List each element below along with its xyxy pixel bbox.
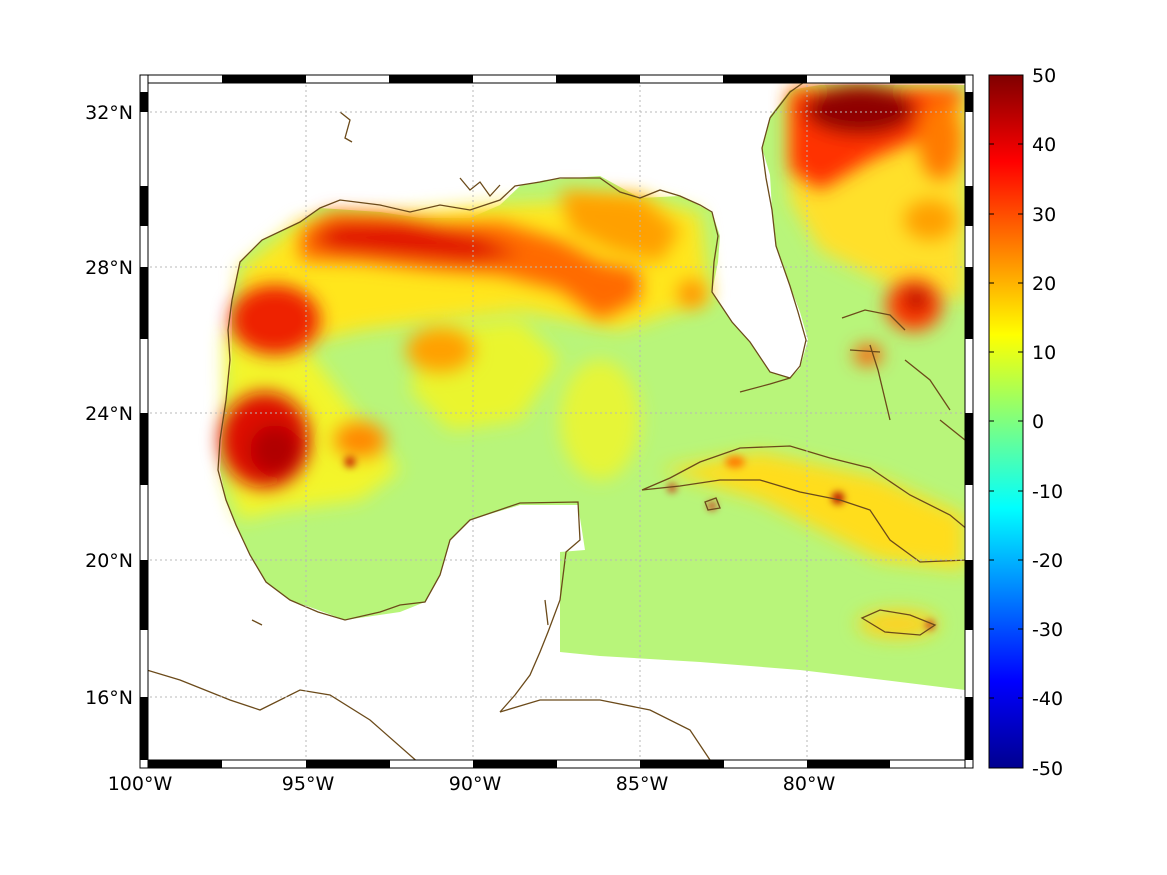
cuba-hot-spot-west [668, 484, 676, 492]
lon-label: 85°W [616, 773, 669, 795]
cuba-coast [641, 445, 969, 563]
cuba-north-orange [725, 456, 745, 468]
bahamas-islands [841, 309, 966, 441]
colorbar: 50 40 30 20 10 0 -10 -20 -30 -40 -50 [988, 65, 1063, 780]
atlantic-orange-south [904, 200, 956, 240]
lat-label: 32°N [85, 102, 133, 124]
honduras-coast [499, 699, 711, 761]
lat-label: 16°N [85, 687, 133, 709]
yucatan-islands [251, 599, 549, 626]
gulf-east-eddy [678, 280, 706, 308]
bahamas-eddy-core [904, 288, 928, 312]
gridlines [145, 80, 968, 763]
lat-label: 24°N [85, 403, 133, 425]
colorbar-tick: 50 [1032, 65, 1056, 87]
lon-label: 95°W [282, 773, 335, 795]
colorbar-tick: 10 [1032, 342, 1056, 364]
campeche-hot-spot [345, 457, 355, 467]
lat-label: 20°N [85, 550, 133, 572]
latitude-labels: 32°N 28°N 24°N 20°N 16°N [85, 102, 133, 709]
bahamas-south-warm [854, 345, 882, 365]
longitude-labels: 100°W 95°W 90°W 85°W 80°W [108, 773, 836, 795]
colorbar-tick: -40 [1032, 688, 1063, 710]
west-florida-shelf [560, 190, 680, 262]
lon-label: 100°W [108, 773, 173, 795]
cuba-field [660, 452, 965, 570]
texas-offshore-eddy [406, 328, 474, 372]
lon-label: 80°W [783, 773, 836, 795]
colorbar-tick: -30 [1032, 619, 1063, 641]
atlantic-orange-east [918, 100, 962, 180]
colorbar-gradient [988, 74, 1024, 769]
colorbar-tick: -50 [1032, 758, 1063, 780]
louisiana-shelf-core [310, 222, 520, 262]
mississippi-delta [459, 177, 501, 198]
lon-label: 90°W [449, 773, 502, 795]
colorbar-tick: 0 [1032, 411, 1044, 433]
jamaica-field [858, 610, 938, 638]
colorbar-tick: 40 [1032, 134, 1056, 156]
colorbar-tick: 20 [1032, 273, 1056, 295]
central-america-coast [140, 667, 421, 765]
coastlines [140, 77, 969, 765]
jamaica-coast [860, 609, 937, 636]
isla-juventud-hot [708, 502, 716, 510]
map-frame [139, 74, 974, 769]
yucatan-channel-yellow [560, 360, 640, 480]
colorbar-tick: -10 [1032, 481, 1063, 503]
data-field [220, 85, 965, 690]
mexico-west-eddy-core [250, 425, 300, 475]
north-atlantic-core [805, 85, 915, 135]
colorbar-tick: -20 [1032, 550, 1063, 572]
lat-label: 28°N [85, 257, 133, 279]
florida-keys [739, 377, 791, 393]
bay-campeche-eddy [334, 422, 386, 458]
colorbar-tick: 30 [1032, 204, 1056, 226]
isla-juventud-coast [704, 497, 721, 511]
cuba-hot-spot-east [832, 492, 844, 504]
us-mexico-gulf-coast [231, 77, 811, 379]
mexico-west-coast [217, 299, 581, 713]
mexico-northwest-eddy [230, 285, 320, 355]
small-island-north [339, 111, 353, 143]
